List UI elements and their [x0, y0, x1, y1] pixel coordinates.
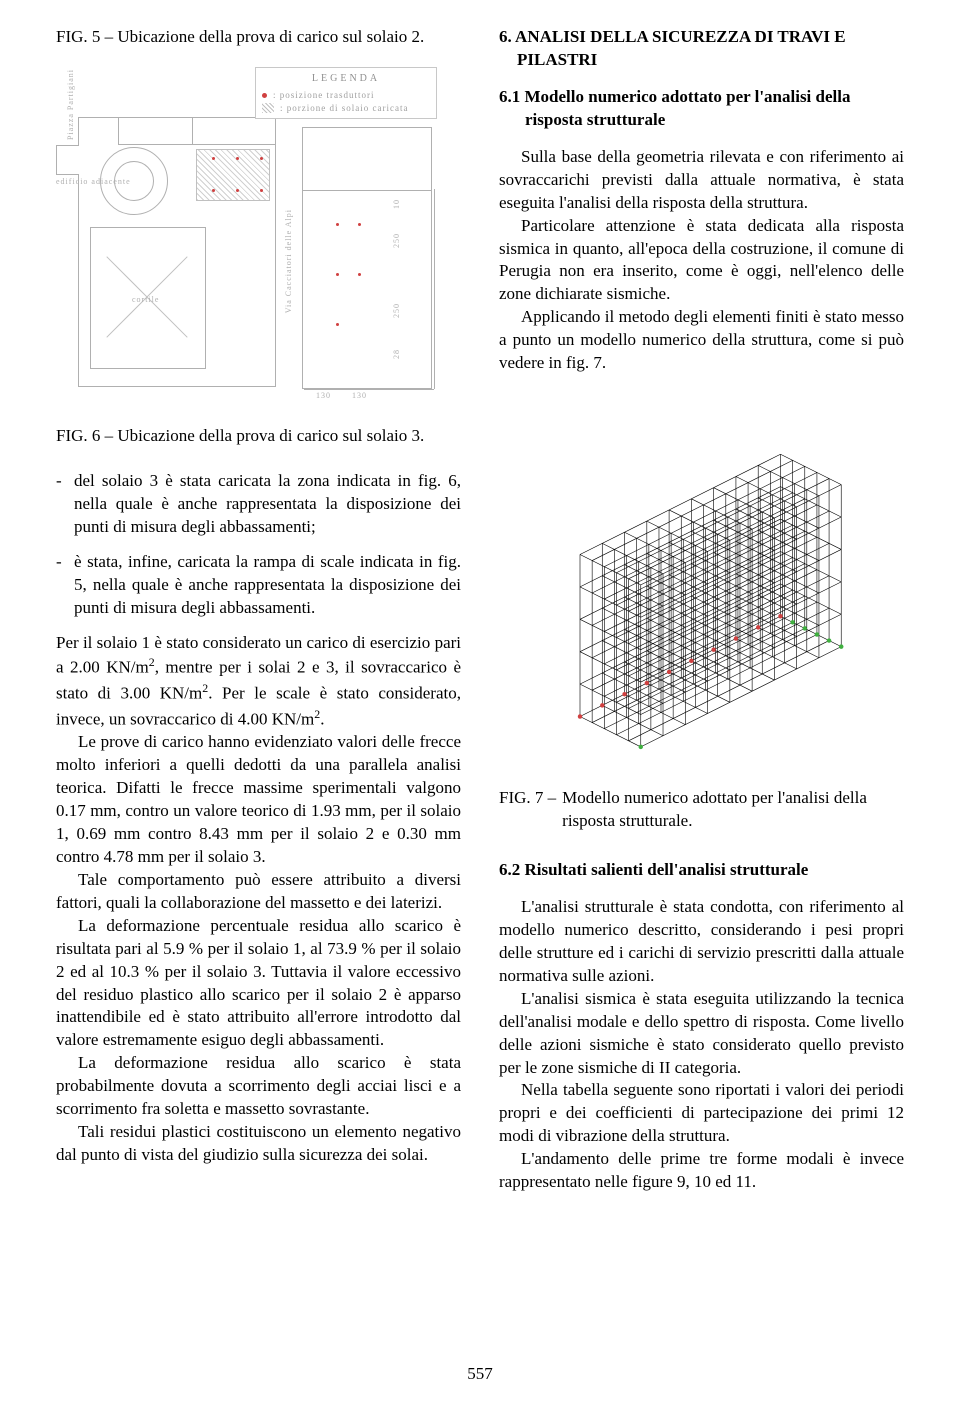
paragraph: L'andamento delle prime tre forme modali… [499, 1148, 904, 1194]
figure-7-caption: FIG. 7 – Modello numerico adottato per l… [499, 787, 904, 833]
paragraph: L'analisi sismica è stata eseguita utili… [499, 988, 904, 1080]
dim-130a: 130 [316, 391, 331, 400]
dash-icon: - [56, 551, 74, 620]
paragraph: Sulla base della geometria rilevata e co… [499, 146, 904, 215]
paragraph: Applicando il metodo degli elementi fini… [499, 306, 904, 375]
dim-28: 28 [392, 349, 401, 359]
dim-130b: 130 [352, 391, 367, 400]
list-item: - del solaio 3 è stata caricata la zona … [56, 470, 461, 539]
figure-5-legend: LEGENDA : posizione trasduttori : porzio… [255, 67, 437, 119]
label-edificio: edificio adiacente [56, 177, 131, 186]
figure-label: FIG. 6 – [56, 426, 113, 445]
legend-dot-icon [262, 93, 267, 98]
dim-250a: 250 [392, 233, 401, 248]
section-6-heading: 6. ANALISI DELLA SICUREZZA DI TRAVI E PI… [499, 26, 904, 72]
paragraph: Tali residui plastici costituiscono un e… [56, 1121, 461, 1167]
page-number: 557 [0, 1364, 960, 1384]
legend-title: LEGENDA [262, 72, 430, 86]
figure-5-caption: FIG. 5 – Ubicazione della prova di caric… [56, 26, 461, 49]
subsection-6-2-heading: 6.2 Risultati salienti dell'analisi stru… [499, 859, 904, 882]
list-item-text: del solaio 3 è stata caricata la zona in… [74, 470, 461, 539]
paragraph: Nella tabella seguente sono riportati i … [499, 1079, 904, 1148]
figure-text: Modello numerico adottato per l'analisi … [562, 787, 904, 833]
legend-row-2: : porzione di solaio caricata [280, 102, 408, 115]
paragraph: La deformazione residua allo scarico è s… [56, 1052, 461, 1121]
figure-7-image [499, 413, 904, 777]
figure-label: FIG. 5 – [56, 27, 113, 46]
paragraph: Particolare attenzione è stata dedicata … [499, 215, 904, 307]
legend-hatch-icon [262, 103, 274, 113]
paragraph: La deformazione percentuale residua allo… [56, 915, 461, 1053]
figure-text: Ubicazione della prova di carico sul sol… [117, 426, 424, 445]
paragraph: L'analisi strutturale è stata condotta, … [499, 896, 904, 988]
subsection-6-1-heading: 6.1 Modello numerico adottato per l'anal… [499, 86, 904, 132]
dash-icon: - [56, 470, 74, 539]
label-via: Via Cacciatori delle Alpi [284, 209, 293, 313]
label-piazza: Piazza Partigiani [66, 69, 75, 140]
paragraph: Tale comportamento può essere attribuito… [56, 869, 461, 915]
paragraph: Le prove di carico hanno evidenziato val… [56, 731, 461, 869]
paragraph: Per il solaio 1 è stato considerato un c… [56, 632, 461, 732]
legend-row-1: : posizione trasduttori [273, 89, 375, 102]
dim-250b: 250 [392, 303, 401, 318]
figure-text: Ubicazione della prova di carico sul sol… [117, 27, 424, 46]
list-item-text: è stata, infine, caricata la rampa di sc… [74, 551, 461, 620]
bullet-list: - del solaio 3 è stata caricata la zona … [56, 470, 461, 620]
dim-10: 10 [392, 199, 401, 209]
figure-5-image: LEGENDA : posizione trasduttori : porzio… [56, 59, 461, 399]
figure-6-caption: FIG. 6 – Ubicazione della prova di caric… [56, 425, 461, 448]
label-cortile: cortile [132, 295, 159, 304]
list-item: - è stata, infine, caricata la rampa di … [56, 551, 461, 620]
figure-label: FIG. 7 – [499, 787, 562, 833]
